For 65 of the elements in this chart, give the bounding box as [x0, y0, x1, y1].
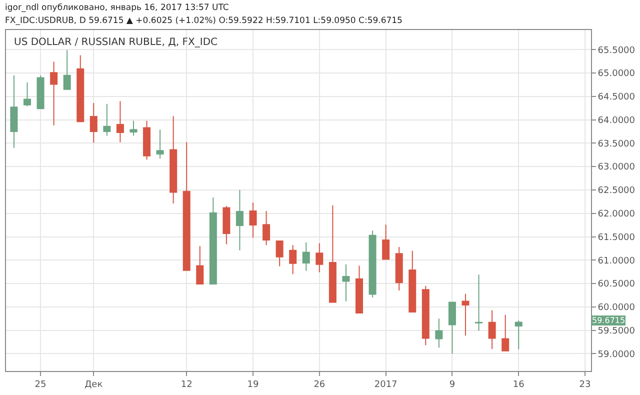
candlestick [170, 116, 178, 204]
candlestick [143, 120, 151, 160]
candlestick [448, 302, 456, 354]
text: 59.6715 [592, 316, 626, 325]
candlestick [395, 246, 403, 292]
candlestick [356, 265, 364, 314]
candlestick [63, 50, 71, 90]
x-tick-label: 19 [247, 380, 260, 390]
candlestick [488, 310, 496, 350]
candlestick [103, 103, 111, 136]
x-tick-label: Дек [84, 380, 104, 390]
text: FX_IDC:USDRUB, D 59.6715 ▲ +0.6025 (+1.02%) O:59.5922 H:59.7101 L:59.0950 C:59.6715 [5, 16, 402, 26]
candlestick [50, 61, 58, 126]
candlestick [156, 129, 164, 160]
x-tick-label: 2017 [374, 380, 398, 390]
candlestick [368, 230, 376, 298]
candlestick [289, 244, 297, 275]
candlestick [302, 242, 310, 272]
candlestick [408, 250, 416, 313]
x-tick-label: 9 [449, 380, 456, 390]
candlestick [196, 246, 204, 284]
candlestick [328, 204, 336, 303]
candlestick [130, 120, 138, 136]
candlestick [276, 240, 284, 267]
candlestick [514, 320, 522, 350]
candlestick [10, 74, 18, 148]
candlestick [342, 264, 350, 302]
y-tick-label: 61.5000 [598, 232, 636, 243]
candlestick [435, 318, 443, 348]
y-tick-label: 59.5000 [598, 326, 636, 336]
y-tick-label: 60.0000 [598, 303, 636, 314]
candlestick [116, 100, 124, 143]
x-tick-label: 12 [180, 380, 192, 390]
y-tick-label: 65.0000 [598, 69, 636, 80]
candlestick [316, 242, 324, 273]
candlestick [209, 196, 217, 284]
candlestick [236, 189, 244, 251]
y-tick-label: 62.5000 [598, 186, 636, 196]
candlestick [382, 224, 390, 260]
candlestick [36, 74, 44, 110]
y-tick-label: 65.5000 [598, 46, 636, 56]
candlestick [502, 314, 510, 352]
candlestick [462, 293, 470, 336]
text: US DOLLAR / RUSSIAN RUBLE, Д, FX_IDC [14, 37, 218, 48]
x-tick-label: 16 [512, 380, 525, 390]
x-tick-label: 23 [579, 380, 591, 390]
y-tick-label: 63.0000 [598, 162, 636, 173]
y-tick-label: 59.0000 [598, 350, 636, 360]
candlestick [422, 285, 430, 346]
y-tick-label: 63.5000 [598, 139, 636, 150]
candlestick [23, 82, 31, 107]
candlestick [76, 54, 84, 122]
y-tick-label: 61.0000 [598, 256, 636, 266]
candlestick [262, 210, 270, 246]
candlestick [90, 102, 98, 144]
candlestick [222, 205, 230, 245]
y-tick-label: 62.0000 [598, 210, 636, 220]
text: igor_ndl опубликовано, январь 16, 2017 13:57 UTC [5, 3, 229, 13]
candlestick [249, 202, 257, 238]
y-tick-label: 64.0000 [598, 116, 636, 126]
y-tick-label: 60.5000 [598, 280, 636, 290]
x-tick-label: 25 [34, 380, 46, 390]
candlestick [475, 274, 483, 332]
y-tick-label: 64.5000 [598, 92, 636, 103]
x-tick-label: 26 [314, 380, 326, 390]
